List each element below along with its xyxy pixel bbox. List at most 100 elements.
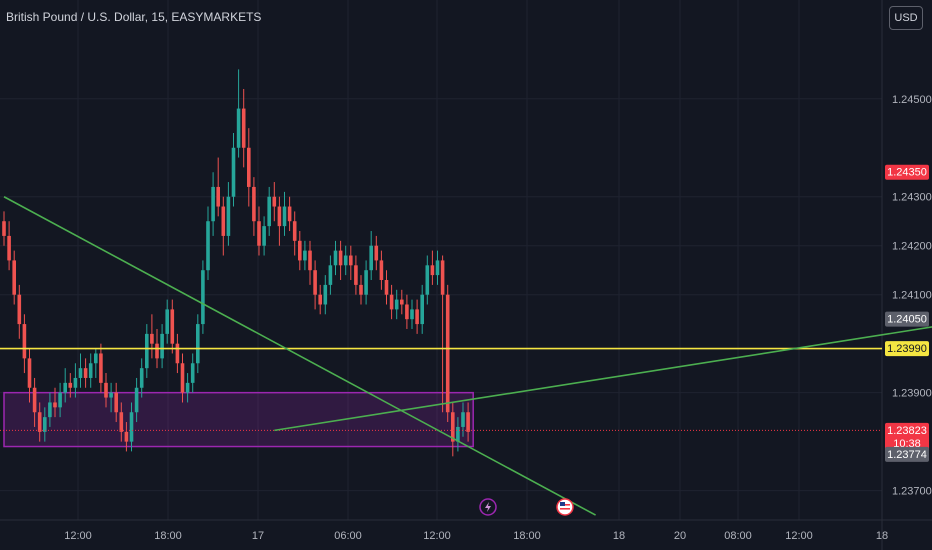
candle-body — [349, 255, 353, 266]
candle-body — [32, 387, 37, 413]
candle-body — [37, 412, 42, 432]
candle-body — [226, 196, 231, 236]
candle-body — [165, 309, 169, 334]
candle-body — [78, 368, 83, 378]
candle-body — [354, 265, 358, 285]
price-label-box — [885, 164, 929, 180]
candle-body — [405, 304, 409, 320]
trendline-descending — [3, 196, 596, 516]
candle-body — [389, 294, 394, 310]
candle-body — [201, 270, 205, 325]
time-tick-label: 12:00 — [64, 530, 92, 542]
candle-body — [440, 260, 445, 295]
price-axis[interactable]: 1.24500 1.24300 1.24200 1.24100 1.23900 1.237… — [885, 94, 932, 498]
price-tick-label: 1.24100 — [892, 290, 932, 302]
candle-body — [155, 343, 159, 359]
candle-body — [12, 260, 16, 295]
candle-body — [272, 196, 277, 207]
candle-body — [369, 245, 373, 271]
candle-body — [343, 255, 348, 266]
candle-body — [298, 240, 302, 261]
candle-body — [190, 363, 195, 383]
candle-body — [43, 417, 47, 432]
candle-body — [99, 353, 103, 383]
candle-body — [303, 250, 307, 261]
price-tick-label: 1.23900 — [892, 388, 932, 400]
candle-body — [63, 382, 67, 393]
candle-body — [430, 265, 435, 276]
time-tick-label: 18:00 — [513, 530, 541, 542]
candle-body — [451, 412, 455, 442]
candle-body — [68, 382, 73, 388]
price-tick-label: 1.24300 — [892, 192, 932, 204]
candle-body — [308, 250, 312, 271]
candle-body — [185, 382, 190, 393]
candle-body — [134, 387, 139, 413]
candle-body — [48, 402, 52, 418]
candle-body — [410, 309, 414, 320]
candle-body — [374, 245, 379, 261]
candle-body — [160, 333, 164, 359]
candle-body — [379, 260, 384, 280]
time-tick-label: 17 — [252, 530, 264, 542]
candle-body — [461, 412, 465, 427]
price-tick-label: 1.24200 — [892, 241, 932, 253]
price-label-text: 1.24350 — [887, 167, 927, 179]
candle-body — [175, 343, 180, 364]
time-tick-label: 08:00 — [724, 530, 752, 542]
candle-body — [400, 299, 404, 305]
candle-body — [328, 265, 333, 285]
candle-body — [73, 377, 78, 388]
time-axis[interactable]: 12:00 18:00 17 06:00 12:00 18:00 18 20 08:00 12:0… — [64, 530, 888, 542]
candle-body — [94, 353, 98, 364]
currency-button[interactable]: USD — [889, 6, 923, 30]
candle-body — [435, 260, 440, 276]
candle-body — [7, 235, 11, 261]
candle-body — [211, 186, 215, 222]
candle-body — [206, 221, 210, 271]
candle-body — [445, 294, 450, 413]
price-label-box — [885, 311, 929, 327]
time-tick-label: 20 — [674, 530, 686, 542]
candle-body — [292, 221, 297, 241]
candle-body — [83, 368, 88, 378]
price-label-box — [885, 341, 929, 357]
price-label-box — [885, 446, 929, 462]
price-tick-label: 1.23700 — [892, 486, 932, 498]
price-label-text: 1.23823 — [887, 425, 927, 437]
candle-body — [124, 431, 129, 442]
candle-body — [466, 412, 470, 432]
trendline-ascending — [274, 326, 932, 432]
candle-body — [53, 402, 57, 408]
candle-body — [114, 392, 118, 413]
candle-body — [139, 368, 144, 388]
candle-body — [196, 324, 200, 364]
time-tick-label: 18:00 — [154, 530, 182, 542]
candle-body — [17, 294, 22, 325]
candle-body — [425, 265, 430, 295]
candle-body — [456, 426, 460, 442]
candle-body — [58, 392, 62, 408]
candle-body — [180, 363, 185, 393]
demand-zone — [3, 391, 474, 448]
candle-body — [277, 206, 282, 227]
time-tick-label: 18 — [613, 530, 625, 542]
candle-body — [27, 358, 32, 388]
drawings — [0, 196, 932, 516]
flash-icon — [479, 498, 497, 516]
candle-body — [150, 333, 154, 344]
flag-icon-stripe — [560, 508, 570, 510]
candle-body — [252, 186, 256, 222]
flash-icon-bolt — [485, 502, 491, 512]
candle-body — [247, 147, 251, 187]
candle-body — [267, 196, 271, 227]
price-label-text: 1.24050 — [887, 314, 927, 326]
price-label-text: 1.23990 — [887, 343, 927, 355]
candle-body — [22, 324, 27, 359]
candle-body — [104, 382, 108, 398]
candle-body — [119, 412, 124, 432]
candle-body — [313, 270, 317, 295]
candle-body — [231, 147, 236, 197]
